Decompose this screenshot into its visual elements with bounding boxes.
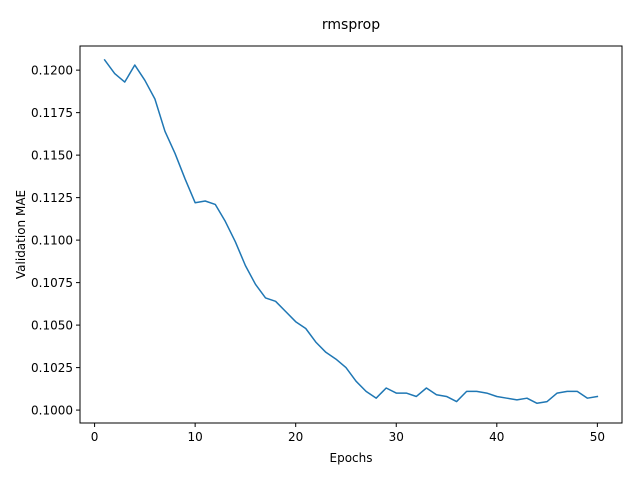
chart-title: rmsprop	[322, 17, 380, 33]
x-tick-label: 20	[288, 430, 303, 444]
y-tick-label: 0.1075	[31, 276, 73, 290]
x-tick-label: 30	[389, 430, 404, 444]
x-tick-label: 40	[489, 430, 504, 444]
x-tick-label: 10	[187, 430, 202, 444]
y-tick-label: 0.1150	[31, 149, 73, 163]
y-tick-label: 0.1025	[31, 361, 73, 375]
y-tick-label: 0.1200	[31, 64, 73, 78]
x-tick-label: 50	[590, 430, 605, 444]
y-axis-label: Validation MAE	[14, 190, 28, 279]
x-tick-label: 0	[91, 430, 99, 444]
y-tick-label: 0.1175	[31, 106, 73, 120]
y-tick-label: 0.1050	[31, 319, 73, 333]
y-ticks: 0.1000 0.1025 0.1050 0.1075 0.1100 0.1125 0.11…	[31, 64, 80, 418]
y-tick-label: 0.1125	[31, 191, 73, 205]
y-tick-label: 0.1000	[31, 404, 73, 418]
y-tick-label: 0.1100	[31, 234, 73, 248]
x-axis-label: Epochs	[330, 451, 373, 465]
